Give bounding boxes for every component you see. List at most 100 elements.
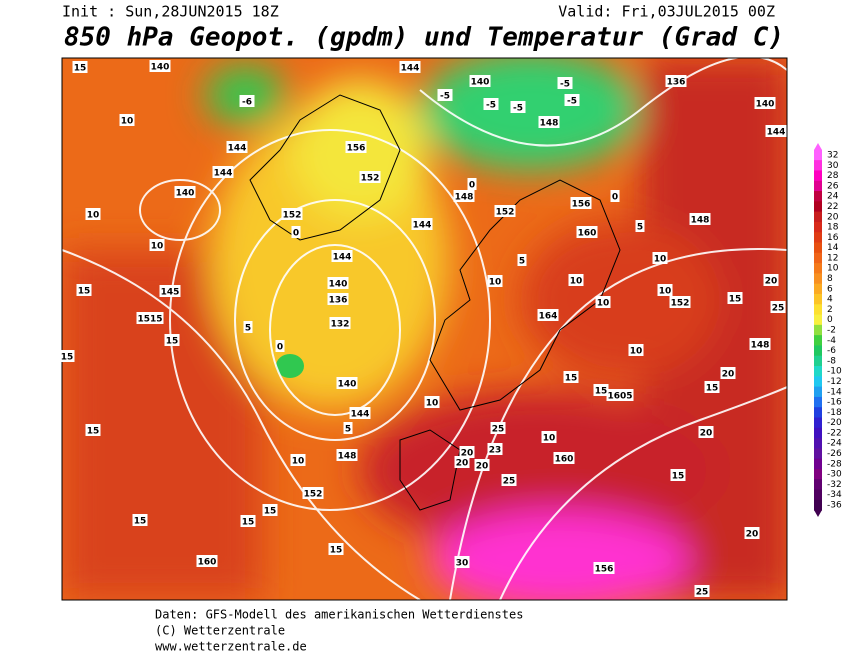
contour-label: 5 bbox=[245, 324, 251, 334]
colorbar-swatch bbox=[814, 489, 822, 501]
label-box bbox=[72, 61, 88, 73]
label-box bbox=[652, 252, 668, 264]
contour-label: 23 bbox=[489, 446, 502, 456]
contour-label: -5 bbox=[560, 80, 570, 90]
contour-label: -5 bbox=[513, 104, 523, 114]
colorbar-label: 22 bbox=[827, 202, 838, 212]
label-box bbox=[494, 205, 516, 217]
colorbar-swatch bbox=[814, 499, 822, 511]
contour-label: 140 bbox=[329, 280, 348, 290]
contour-label: 164 bbox=[539, 312, 558, 322]
label-box bbox=[510, 101, 526, 113]
colorbar-swatch bbox=[814, 314, 822, 326]
label-box bbox=[239, 95, 255, 107]
label-box bbox=[336, 449, 358, 461]
colorbar-label: 30 bbox=[827, 161, 839, 171]
contour-label: 15 bbox=[74, 64, 87, 74]
contour-label: 15 bbox=[134, 517, 147, 527]
contour-label: 140 bbox=[471, 78, 490, 88]
contour-label: 148 bbox=[691, 216, 710, 226]
colorbar-swatch bbox=[814, 345, 822, 357]
contour-label: 10 bbox=[87, 211, 100, 221]
label-box bbox=[329, 317, 351, 329]
contour-label: 20 bbox=[765, 277, 778, 287]
label-box bbox=[727, 292, 743, 304]
contour-label: 10 bbox=[426, 399, 439, 409]
colorbar-label: 16 bbox=[827, 233, 839, 243]
label-box bbox=[212, 166, 234, 178]
label-box bbox=[610, 190, 620, 202]
contour-label: 15 bbox=[242, 518, 255, 528]
colorbar-swatch bbox=[814, 242, 822, 254]
colorbar-cap bbox=[814, 510, 822, 517]
colorbar-swatch bbox=[814, 252, 822, 264]
colorbar-label: 26 bbox=[827, 181, 839, 191]
contour-label: 15 bbox=[565, 374, 578, 384]
contour-label: 10 bbox=[121, 117, 134, 127]
contour-label: 148 bbox=[751, 341, 770, 351]
colorbar-swatch bbox=[814, 479, 822, 491]
contour-label: 140 bbox=[338, 380, 357, 390]
footer-line: (C) Wetterzentrale bbox=[155, 624, 285, 638]
contour-label: 20 bbox=[746, 530, 759, 540]
contour-label: 20 bbox=[722, 370, 735, 380]
contour-label: 140 bbox=[176, 189, 195, 199]
contour-label: 0 bbox=[612, 193, 618, 203]
colorbar-swatch bbox=[814, 427, 822, 439]
contour-label: 15 bbox=[166, 337, 179, 347]
label-box bbox=[196, 555, 218, 567]
colorbar-label: -18 bbox=[827, 408, 842, 418]
colorbar-cap bbox=[814, 143, 822, 150]
contour-label: 148 bbox=[455, 193, 474, 203]
label-box bbox=[593, 384, 609, 396]
label-box bbox=[454, 556, 470, 568]
contour-label: 140 bbox=[151, 63, 170, 73]
contour-label: 0 bbox=[469, 181, 475, 191]
label-box bbox=[328, 543, 344, 555]
contour-label: 25 bbox=[503, 477, 516, 487]
contour-label: 152 bbox=[283, 211, 302, 221]
contour-label: 1605 bbox=[607, 392, 632, 402]
contour-label: 10 bbox=[292, 457, 305, 467]
contour-label: 5 bbox=[345, 425, 351, 435]
contour-label: 1515 bbox=[137, 315, 162, 325]
contour-label: 15 bbox=[672, 472, 685, 482]
label-box bbox=[744, 527, 760, 539]
colorbar-label: 0 bbox=[827, 315, 833, 325]
contour-label: 156 bbox=[572, 200, 591, 210]
label-box bbox=[132, 514, 148, 526]
label-box bbox=[770, 301, 786, 313]
label-box bbox=[669, 296, 691, 308]
map-labels: 1401510144144140101015201441401361325014… bbox=[59, 60, 787, 598]
label-box bbox=[689, 213, 711, 225]
label-box bbox=[568, 274, 584, 286]
contour-label: 152 bbox=[671, 299, 690, 309]
label-box bbox=[593, 562, 615, 574]
contour-label: 152 bbox=[304, 490, 323, 500]
map bbox=[62, 58, 787, 600]
label-box bbox=[159, 285, 181, 297]
label-box bbox=[704, 381, 720, 393]
contour-label: 132 bbox=[331, 320, 350, 330]
contour-label: 156 bbox=[347, 144, 366, 154]
colorbar-swatch bbox=[814, 304, 822, 316]
colorbar-label: 20 bbox=[827, 212, 839, 222]
label-box bbox=[336, 377, 358, 389]
footer-line: Daten: GFS-Modell des amerikanischen Wet… bbox=[155, 608, 523, 622]
label-box bbox=[454, 456, 470, 468]
label-box bbox=[275, 340, 285, 352]
colorbar-label: 18 bbox=[827, 223, 839, 233]
colorbar-label: -22 bbox=[827, 428, 842, 438]
contour-label: 20 bbox=[476, 462, 489, 472]
label-box bbox=[538, 116, 560, 128]
colorbar-swatch bbox=[814, 407, 822, 418]
colorbar-label: 28 bbox=[827, 171, 839, 181]
contour-label: 15 bbox=[706, 384, 719, 394]
label-box bbox=[517, 254, 527, 266]
label-box bbox=[563, 371, 579, 383]
label-box bbox=[765, 125, 787, 137]
label-box bbox=[291, 226, 301, 238]
label-box bbox=[557, 77, 573, 89]
label-box bbox=[763, 274, 779, 286]
label-box bbox=[240, 515, 256, 527]
